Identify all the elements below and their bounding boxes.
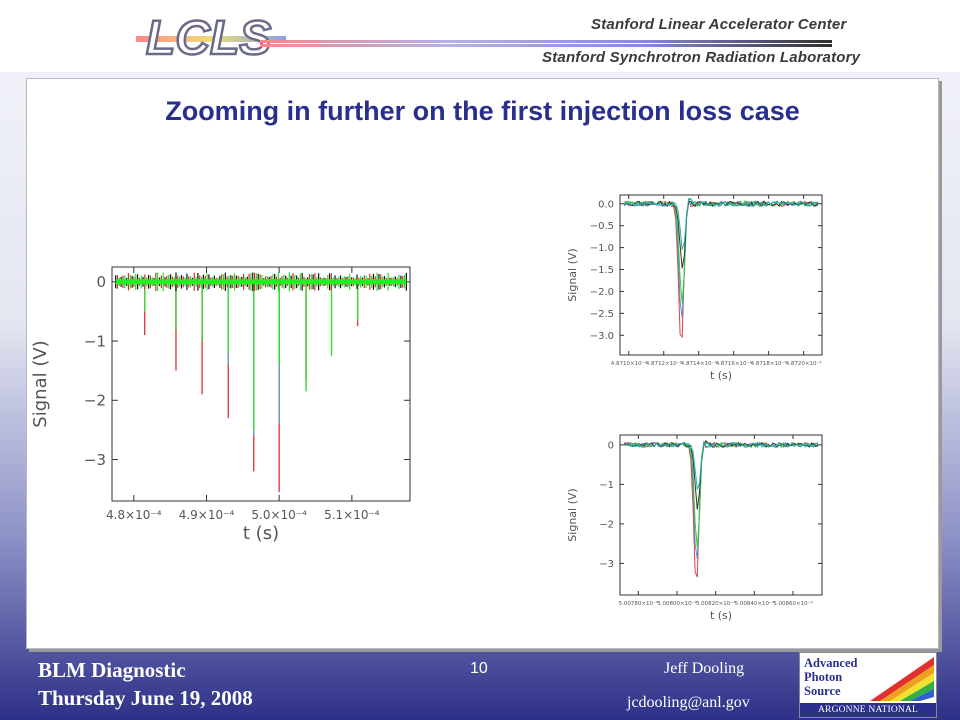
footer-email[interactable]: jcdooling@anl.gov	[627, 694, 750, 711]
content-frame	[26, 78, 939, 649]
x-tick-label: 4.8712×10⁻⁴	[646, 360, 683, 367]
zoom-top-chart-svg: 4.8710×10⁻⁴ 4.8712×10⁻⁴ 4.8714×10⁻⁴ 4.8716×…	[566, 194, 823, 382]
plot-frame	[619, 194, 823, 356]
slide-title: Zooming in further on the first injectio…	[165, 96, 800, 126]
main-signal-chart: 4.8×10⁻⁴ 4.9×10⁻⁴ 5.0×10⁻⁴ 5.1×10⁻⁴ 0 −1 −2 −3 t…	[30, 255, 420, 555]
y-tick-label: −3	[84, 451, 106, 469]
y-tick-label: −1	[599, 480, 614, 491]
zoom-bottom-chart-svg: 5.00780×10⁻⁴ 5.00800×10⁻⁴ 5.00820×10⁻⁴ 5.00…	[566, 434, 823, 622]
lcls-logo: LCLS	[136, 11, 286, 64]
x-tick-label: 5.00800×10⁻⁴	[657, 600, 697, 607]
org-line-ssrl: Stanford Synchrotron Radiation Laborator…	[542, 49, 861, 66]
y-tick-label: −2.0	[590, 287, 614, 298]
y-tick-label: −2	[599, 519, 614, 530]
zoom-series-line-1	[623, 200, 819, 319]
zoom-series-line-2	[623, 441, 819, 548]
aps-line3: Source	[804, 684, 841, 698]
zoom-series-line-2	[623, 198, 819, 304]
zoom-series-line-3	[623, 200, 819, 269]
page-number: 10	[470, 660, 488, 677]
zoom-series-line-0	[623, 441, 819, 578]
x-tick-label: 4.8×10⁻⁴	[106, 508, 162, 522]
y-tick-label: 0	[96, 273, 106, 291]
x-tick-label: 5.00780×10⁻⁴	[619, 600, 659, 607]
y-tick-label: −0.5	[590, 221, 614, 232]
y-tick-label: 0	[608, 440, 614, 451]
y-tick-label: −1.0	[590, 243, 614, 254]
x-tick-label: 4.8714×10⁻⁴	[681, 360, 718, 367]
zoom-series-line-4	[623, 441, 819, 490]
x-tick-label: 4.8716×10⁻⁴	[716, 360, 753, 367]
header-rule	[260, 40, 832, 43]
zoom-chart-bottom: 5.00780×10⁻⁴ 5.00800×10⁻⁴ 5.00820×10⁻⁴ 5.00…	[560, 425, 830, 625]
aps-line2: Photon	[804, 670, 843, 684]
x-tick-label: 4.8710×10⁻⁴	[611, 360, 648, 367]
footer-date: Thursday June 19, 2008	[38, 686, 253, 710]
y-tick-label: −2	[84, 392, 106, 410]
header-rule-2	[260, 44, 832, 47]
y-tick-label: 0.0	[598, 199, 614, 210]
x-axis-label: t (s)	[243, 523, 279, 544]
main-chart-svg: 4.8×10⁻⁴ 4.9×10⁻⁴ 5.0×10⁻⁴ 5.1×10⁻⁴ 0 −1 −2 −3 t…	[30, 266, 411, 544]
x-axis-label: t (s)	[710, 369, 732, 382]
y-axis-label: Signal (V)	[566, 488, 579, 541]
plot-frame	[111, 266, 411, 502]
y-axis-label: Signal (V)	[566, 248, 579, 301]
y-tick-label: −2.5	[590, 309, 614, 320]
zoom-series-line-0	[623, 199, 819, 339]
y-axis-label: Signal (V)	[30, 340, 51, 427]
y-tick-label: −3	[599, 559, 614, 570]
aps-rainbow-graphic	[870, 657, 934, 701]
zoom-series-line-1	[623, 440, 819, 560]
aps-line1: Advanced	[804, 656, 858, 670]
x-tick-label: 5.0×10⁻⁴	[251, 508, 307, 522]
x-tick-label: 5.00840×10⁻⁴	[735, 600, 775, 607]
x-tick-label: 4.8718×10⁻⁴	[751, 360, 788, 367]
y-tick-label: −1	[84, 332, 106, 350]
header-bar: LCLS Stanford Linear Accelerator Center …	[0, 0, 960, 72]
org-line-slac: Stanford Linear Accelerator Center	[591, 16, 847, 33]
lcls-logo-text: LCLS	[146, 12, 271, 64]
x-tick-label: 4.9×10⁻⁴	[179, 508, 235, 522]
x-tick-label: 5.00860×10⁻⁴	[773, 600, 813, 607]
x-axis-label: t (s)	[710, 609, 732, 622]
aps-logo-text: Advanced Photon Source	[804, 656, 857, 698]
x-tick-label: 5.1×10⁻⁴	[324, 508, 380, 522]
y-tick-label: −3.0	[590, 331, 614, 342]
zoom-series-line-4	[623, 197, 819, 250]
plot-frame	[619, 434, 823, 596]
zoom-series-line-3	[623, 440, 819, 510]
x-tick-label: 5.00820×10⁻⁴	[696, 600, 736, 607]
aps-logo: Advanced Photon Source ARGONNE NATIONAL …	[799, 652, 937, 718]
aps-lab-name: ARGONNE NATIONAL LABORATORY	[800, 703, 936, 717]
zoom-chart-top: 4.8710×10⁻⁴ 4.8712×10⁻⁴ 4.8714×10⁻⁴ 4.8716×…	[560, 185, 830, 385]
footer-topic: BLM Diagnostic	[38, 658, 186, 682]
y-tick-label: −1.5	[590, 265, 614, 276]
x-tick-label: 4.8720×10⁻⁴	[786, 360, 823, 367]
footer-author: Jeff Dooling	[664, 660, 745, 677]
